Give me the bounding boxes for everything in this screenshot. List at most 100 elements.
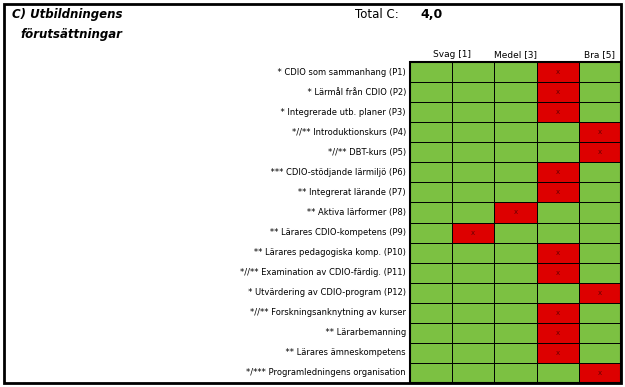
Bar <box>579 323 621 343</box>
Text: * Integrerade utb. planer (P3): * Integrerade utb. planer (P3) <box>271 108 406 116</box>
Bar <box>579 62 621 82</box>
Bar <box>494 243 537 263</box>
Bar <box>537 223 579 243</box>
Text: ** Lärares CDIO-kompetens (P9): ** Lärares CDIO-kompetens (P9) <box>262 228 406 237</box>
Text: Bra [5]: Bra [5] <box>584 50 616 59</box>
Bar <box>537 122 579 142</box>
Bar <box>579 182 621 202</box>
Text: x: x <box>556 350 560 356</box>
Bar <box>579 303 621 323</box>
Text: x: x <box>514 209 518 216</box>
Text: x: x <box>556 330 560 336</box>
Bar <box>494 82 537 102</box>
Text: ** Lärares ämneskompetens: ** Lärares ämneskompetens <box>276 348 406 358</box>
Bar <box>537 182 579 202</box>
Bar <box>410 182 452 202</box>
Bar <box>494 62 537 82</box>
Bar <box>494 283 537 303</box>
Text: x: x <box>556 109 560 115</box>
Bar <box>494 343 537 363</box>
Text: Total C:: Total C: <box>355 8 402 21</box>
Bar <box>579 363 621 383</box>
Bar <box>494 122 537 142</box>
Text: ** Lärarbemanning: ** Lärarbemanning <box>315 328 406 337</box>
Text: ** Aktiva lärformer (P8): ** Aktiva lärformer (P8) <box>299 208 406 217</box>
Bar <box>494 303 537 323</box>
Bar <box>537 82 579 102</box>
Text: x: x <box>598 129 602 135</box>
Bar <box>579 263 621 283</box>
Bar <box>537 363 579 383</box>
Bar <box>494 323 537 343</box>
Bar <box>494 223 537 243</box>
Text: */*** Programledningens organisation: */*** Programledningens organisation <box>246 368 406 377</box>
Bar <box>452 323 494 343</box>
Bar <box>579 343 621 363</box>
Text: x: x <box>556 250 560 255</box>
Bar <box>537 162 579 182</box>
Bar <box>410 303 452 323</box>
Text: *** CDIO-stödjande lärmiljö (P6): *** CDIO-stödjande lärmiljö (P6) <box>268 168 406 177</box>
Text: x: x <box>598 370 602 376</box>
Bar <box>494 202 537 223</box>
Bar <box>410 62 621 383</box>
Bar <box>410 142 452 162</box>
Bar <box>537 142 579 162</box>
Bar <box>452 303 494 323</box>
Text: C) Utbildningens: C) Utbildningens <box>12 8 123 21</box>
Bar <box>579 82 621 102</box>
Bar <box>452 263 494 283</box>
Text: ** Lärares pedagogiska komp. (P10): ** Lärares pedagogiska komp. (P10) <box>246 248 406 257</box>
Text: *//** DBT-kurs (P5): *//** DBT-kurs (P5) <box>328 148 406 157</box>
Text: *//** Introduktionskurs (P4): *//** Introduktionskurs (P4) <box>292 128 406 137</box>
Bar <box>452 223 494 243</box>
Bar <box>494 142 537 162</box>
Text: x: x <box>598 149 602 155</box>
Text: x: x <box>556 270 560 276</box>
Bar <box>410 363 452 383</box>
Text: * CDIO som sammanhang (P1): * CDIO som sammanhang (P1) <box>268 67 406 77</box>
Bar <box>537 263 579 283</box>
Bar <box>537 102 579 122</box>
Bar <box>579 283 621 303</box>
Bar <box>452 62 494 82</box>
Bar <box>452 102 494 122</box>
Bar <box>494 363 537 383</box>
Bar <box>452 202 494 223</box>
Bar <box>537 323 579 343</box>
Text: 4,0: 4,0 <box>420 8 442 21</box>
Text: x: x <box>556 69 560 75</box>
Bar <box>452 283 494 303</box>
Bar <box>410 223 452 243</box>
Bar <box>579 142 621 162</box>
Bar <box>537 343 579 363</box>
Bar <box>579 162 621 182</box>
Bar <box>410 263 452 283</box>
Bar <box>410 122 452 142</box>
Bar <box>452 82 494 102</box>
Text: * Lärmål från CDIO (P2): * Lärmål från CDIO (P2) <box>297 87 406 97</box>
Text: ** Integrerat lärande (P7): ** Integrerat lärande (P7) <box>291 188 406 197</box>
Bar <box>410 323 452 343</box>
Text: x: x <box>471 229 476 236</box>
Bar <box>410 343 452 363</box>
Bar <box>410 283 452 303</box>
Bar <box>537 243 579 263</box>
Text: x: x <box>556 189 560 195</box>
Bar <box>410 243 452 263</box>
Text: *//** Forskningsanknytning av kurser: *//** Forskningsanknytning av kurser <box>250 308 406 317</box>
Bar <box>452 122 494 142</box>
Text: *//** Examination av CDIO-färdig. (P11): *//** Examination av CDIO-färdig. (P11) <box>240 268 406 277</box>
Bar <box>410 62 452 82</box>
Bar <box>410 162 452 182</box>
Bar <box>494 102 537 122</box>
Text: x: x <box>598 290 602 296</box>
Text: Svag [1]: Svag [1] <box>433 50 471 59</box>
Bar <box>537 202 579 223</box>
Text: Medel [3]: Medel [3] <box>494 50 537 59</box>
Bar <box>537 62 579 82</box>
Bar <box>452 343 494 363</box>
Text: x: x <box>556 170 560 175</box>
Bar <box>537 283 579 303</box>
Bar <box>579 102 621 122</box>
